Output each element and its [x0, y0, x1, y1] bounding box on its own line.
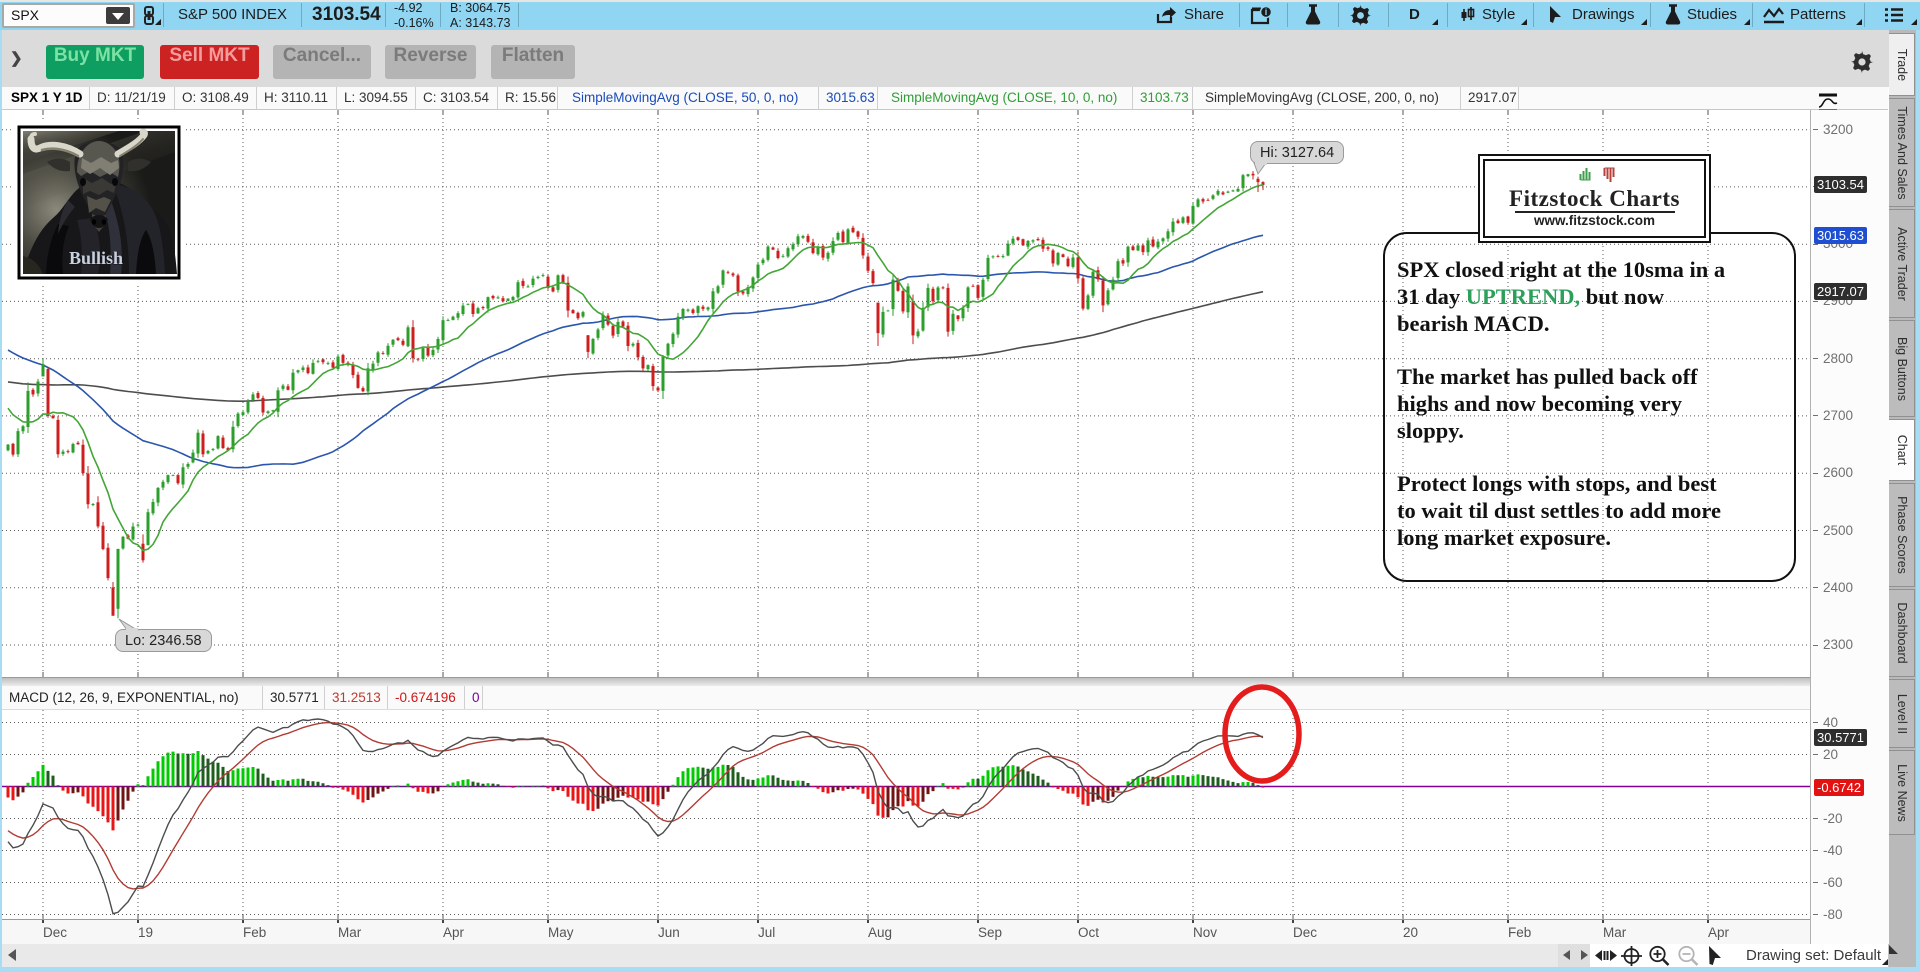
svg-text:i: i [1265, 7, 1268, 17]
svg-text:Bullish: Bullish [69, 248, 123, 268]
